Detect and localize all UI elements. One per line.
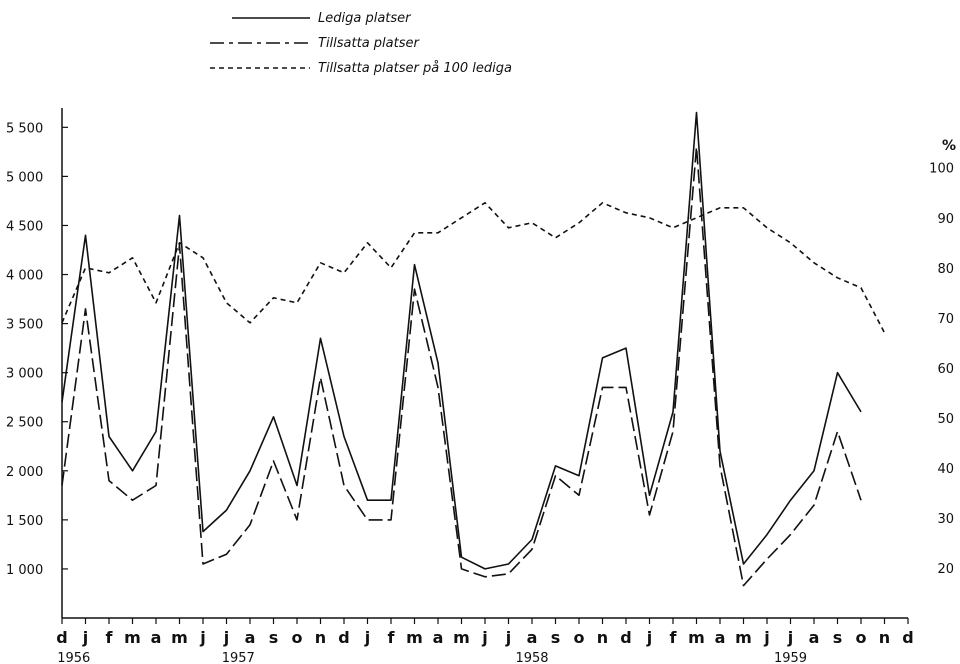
x-month-label: j bbox=[364, 628, 370, 647]
x-month-label: j bbox=[763, 628, 769, 647]
x-month-label: a bbox=[151, 628, 162, 647]
x-month-label: j bbox=[787, 628, 793, 647]
left-tick-label: 4 500 bbox=[6, 219, 43, 234]
x-month-label: m bbox=[453, 628, 470, 647]
x-year-label: 1958 bbox=[515, 651, 548, 664]
right-tick-label: 100 bbox=[929, 162, 954, 177]
x-month-label: m bbox=[688, 628, 705, 647]
x-month-label: d bbox=[56, 628, 67, 647]
x-month-label: a bbox=[245, 628, 256, 647]
legend-label-tillsatta-platser: Tillsatta platser bbox=[318, 36, 421, 51]
series-line-short-dash bbox=[61, 202, 886, 334]
x-month-label: a bbox=[433, 628, 444, 647]
x-month-label: j bbox=[223, 628, 229, 647]
x-axis: d j f m a m j j a s o n d j f m a m j j a s o n d j f m a m j j a s o n d195… bbox=[56, 617, 914, 664]
x-year-label: 1959 bbox=[774, 651, 807, 664]
x-month-label: m bbox=[124, 628, 141, 647]
series-line-solid bbox=[61, 111, 862, 570]
right-tick-label: 60 bbox=[937, 362, 954, 377]
x-month-label: a bbox=[527, 628, 538, 647]
x-month-label: n bbox=[597, 628, 608, 647]
x-month-label: m bbox=[406, 628, 423, 647]
left-axis: 5 500 5 000 4 500 4 000 3 500 3 000 2 500 2 000… bbox=[6, 108, 68, 618]
x-month-label: o bbox=[856, 628, 867, 647]
x-month-label: s bbox=[833, 628, 843, 647]
x-year-label: 1956 bbox=[57, 651, 90, 664]
left-tick-label: 3 500 bbox=[6, 318, 43, 333]
right-tick-label: 40 bbox=[937, 462, 954, 477]
x-month-label: m bbox=[735, 628, 752, 647]
right-axis: % 100 90 80 70 60 50 40 30 20 bbox=[929, 138, 956, 577]
x-month-label: s bbox=[551, 628, 561, 647]
x-month-label: s bbox=[269, 628, 279, 647]
right-tick-label: 70 bbox=[937, 312, 954, 327]
left-tick-label: 1 000 bbox=[6, 563, 43, 578]
right-tick-label: 80 bbox=[937, 262, 954, 277]
legend: Lediga platser Tillsatta platser Tillsat… bbox=[210, 11, 512, 76]
right-tick-label: 30 bbox=[937, 512, 954, 527]
left-tick-label: 2 000 bbox=[6, 465, 43, 480]
right-tick-label: 90 bbox=[937, 212, 954, 227]
x-month-label: d bbox=[902, 628, 913, 647]
right-tick-label: 50 bbox=[937, 412, 954, 427]
x-month-label: a bbox=[809, 628, 820, 647]
x-month-label: j bbox=[505, 628, 511, 647]
x-month-label: j bbox=[199, 628, 205, 647]
left-tick-label: 5 000 bbox=[6, 170, 43, 185]
x-month-label: j bbox=[82, 628, 88, 647]
x-month-label: j bbox=[646, 628, 652, 647]
x-month-label: f bbox=[106, 628, 114, 647]
x-month-label: o bbox=[292, 628, 303, 647]
series-line-long-dash bbox=[61, 146, 862, 587]
legend-label-tillsatta-pa-100-lediga: Tillsatta platser på 100 lediga bbox=[318, 61, 512, 76]
x-month-label: d bbox=[620, 628, 631, 647]
legend-label-lediga-platser: Lediga platser bbox=[318, 11, 412, 26]
x-month-label: f bbox=[670, 628, 678, 647]
x-month-label: o bbox=[574, 628, 585, 647]
left-tick-label: 3 000 bbox=[6, 367, 43, 382]
x-month-label: f bbox=[388, 628, 396, 647]
left-tick-label: 4 000 bbox=[6, 269, 43, 284]
x-month-label: n bbox=[315, 628, 326, 647]
right-axis-unit-label: % bbox=[942, 138, 956, 154]
x-year-label: 1957 bbox=[222, 651, 255, 664]
right-tick-label: 20 bbox=[937, 562, 954, 577]
left-tick-label: 1 500 bbox=[6, 514, 43, 529]
x-month-label: n bbox=[879, 628, 890, 647]
left-tick-label: 2 500 bbox=[6, 416, 43, 431]
x-month-label: j bbox=[481, 628, 487, 647]
x-month-label: a bbox=[715, 628, 726, 647]
x-month-label: m bbox=[171, 628, 188, 647]
left-tick-label: 5 500 bbox=[6, 121, 43, 136]
series-lines bbox=[61, 111, 886, 587]
x-month-label: d bbox=[338, 628, 349, 647]
